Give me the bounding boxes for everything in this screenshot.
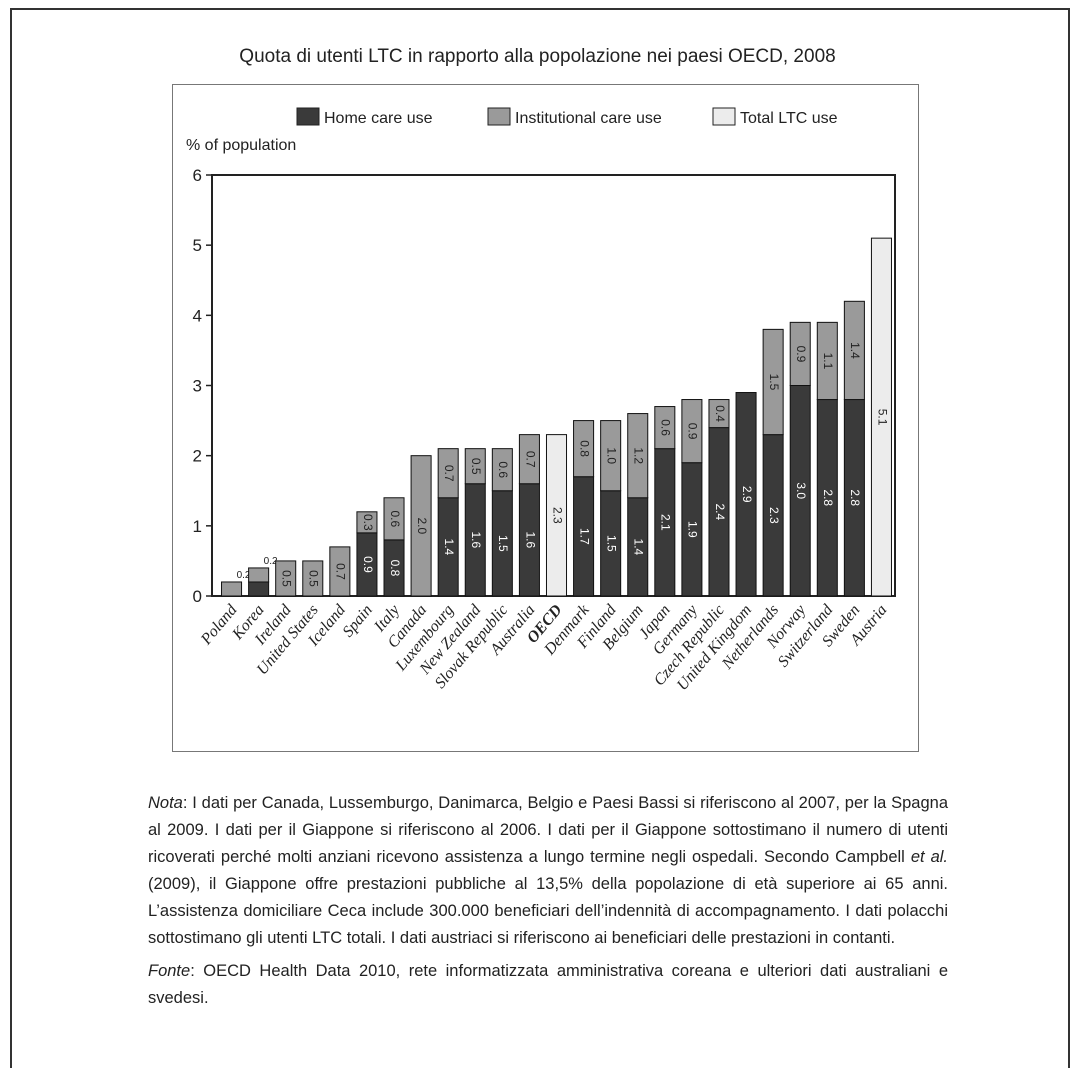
- data-label-institutional: 1.1: [821, 353, 835, 370]
- y-tick-label: 3: [193, 377, 202, 396]
- data-label-home: 1.5: [496, 535, 510, 552]
- bar-institutional-care: [275, 560, 297, 597]
- data-label-home: 2.9: [740, 486, 754, 503]
- data-label-home: 2.3: [767, 507, 781, 524]
- bar-institutional-care: [600, 420, 622, 492]
- data-label-institutional: 0.9: [686, 423, 700, 440]
- data-label-institutional: 0.5: [307, 570, 321, 587]
- data-label-institutional: 0.5: [469, 458, 483, 475]
- data-label-home: 1.5: [604, 535, 618, 552]
- bar-total-ltc: [870, 237, 892, 597]
- data-label-institutional: 1.5: [767, 374, 781, 391]
- legend-home-care-swatch: [296, 107, 320, 126]
- data-label-home: 1.4: [632, 539, 646, 556]
- nota-label: Nota: [148, 794, 183, 812]
- bar-institutional-care: [248, 567, 270, 583]
- data-label-home: 1.6: [469, 532, 483, 549]
- chart-box: [172, 84, 919, 752]
- legend-institutional-care-label: Institutional care use: [515, 110, 662, 127]
- data-label-institutional: 1.0: [604, 447, 618, 464]
- bar-total-ltc: [545, 434, 568, 597]
- y-tick-label: 6: [193, 166, 202, 185]
- y-tick-label: 1: [193, 517, 202, 536]
- nota-text: : I dati per Canada, Lussemburgo, Danima…: [148, 794, 948, 866]
- bar-institutional-care: [491, 448, 513, 492]
- fonte-label: Fonte: [148, 962, 191, 980]
- bar-institutional-care: [573, 420, 595, 478]
- data-label-institutional: 0.6: [496, 461, 510, 478]
- data-label-home: 0.9: [361, 556, 375, 573]
- bar-institutional-care: [708, 399, 730, 429]
- legend-home-care-label: Home care use: [324, 110, 433, 127]
- legend-total-ltc-swatch: [712, 107, 736, 126]
- data-label-institutional: 2.0: [415, 517, 429, 534]
- bar-institutional-care: [518, 434, 540, 485]
- data-label-home: 2.8: [821, 489, 835, 506]
- y-tick-label: 2: [193, 447, 202, 466]
- bar-institutional-care: [221, 581, 243, 597]
- bar-institutional-care: [329, 546, 351, 597]
- fonte-paragraph: Fonte: OECD Health Data 2010, rete infor…: [148, 958, 948, 1012]
- data-label-institutional: 0.7: [523, 451, 537, 468]
- bar-institutional-care: [302, 560, 324, 597]
- legend-institutional-care-swatch: [487, 107, 511, 126]
- data-label-institutional: 1.2: [632, 447, 646, 464]
- chart-title: Quota di utenti LTC in rapporto alla pop…: [239, 46, 836, 67]
- bar-institutional-care: [681, 399, 703, 464]
- bar-institutional-care: [410, 455, 432, 597]
- nota-text-2: (2009), il Giappone offre prestazioni pu…: [148, 875, 948, 947]
- data-label-home: 2.8: [848, 489, 862, 506]
- nota-etal: et al.: [910, 848, 948, 866]
- bar-institutional-care: [654, 406, 676, 450]
- page-frame: [10, 8, 1070, 1068]
- x-tick-label: Spain: [340, 602, 376, 641]
- data-label-home: 1.4: [442, 539, 456, 556]
- y-tick-label: 5: [193, 236, 202, 255]
- data-label-home: 1.6: [523, 532, 537, 549]
- bar-institutional-care: [816, 321, 838, 401]
- nota-paragraph: Nota: I dati per Canada, Lussemburgo, Da…: [148, 790, 948, 952]
- data-label-home: 2.4: [713, 503, 727, 520]
- data-label-home: 3.0: [794, 482, 808, 499]
- data-label-institutional: 0.9: [794, 346, 808, 363]
- bar-home-care: [248, 581, 270, 597]
- bar-institutional-care: [356, 511, 378, 534]
- data-label-home: 1.9: [686, 521, 700, 538]
- y-tick-label: 4: [193, 306, 202, 325]
- bar-institutional-care: [464, 448, 486, 485]
- legend-total-ltc-label: Total LTC use: [740, 110, 838, 127]
- bar-institutional-care: [437, 448, 459, 499]
- y-tick-label: 0: [193, 587, 202, 606]
- data-label-total: 5.1: [875, 409, 889, 426]
- data-label-institutional: 0.8: [577, 440, 591, 457]
- data-label-home: 2.1: [659, 514, 673, 531]
- bar-institutional-care: [789, 321, 811, 387]
- data-label-institutional: 0.2: [264, 556, 278, 567]
- data-label-institutional: 0.6: [388, 510, 402, 527]
- bar-institutional-care: [762, 328, 784, 436]
- data-label-total: 2.3: [550, 507, 564, 524]
- data-label-institutional: 0.2: [237, 570, 251, 581]
- data-label-institutional: 0.6: [659, 419, 673, 436]
- y-axis-label: % of population: [186, 137, 296, 154]
- ltc-bar-chart: Home care use Institutional care use Total…: [186, 107, 896, 694]
- data-label-institutional: 0.4: [713, 405, 727, 422]
- data-label-institutional: 0.7: [442, 465, 456, 482]
- bar-institutional-care: [383, 497, 405, 541]
- bar-home-care: [735, 392, 757, 597]
- data-label-institutional: 0.3: [361, 514, 375, 531]
- notes-block: Nota: I dati per Canada, Lussemburgo, Da…: [148, 790, 948, 1018]
- bar-institutional-care: [627, 413, 649, 499]
- data-label-institutional: 1.4: [848, 342, 862, 359]
- data-label-institutional: 0.7: [334, 563, 348, 580]
- data-label-home: 0.8: [388, 560, 402, 577]
- bar-institutional-care: [843, 300, 865, 401]
- fonte-text: : OECD Health Data 2010, rete informatiz…: [148, 962, 948, 1007]
- data-label-home: 1.7: [577, 528, 591, 545]
- data-label-institutional: 0.5: [280, 570, 294, 587]
